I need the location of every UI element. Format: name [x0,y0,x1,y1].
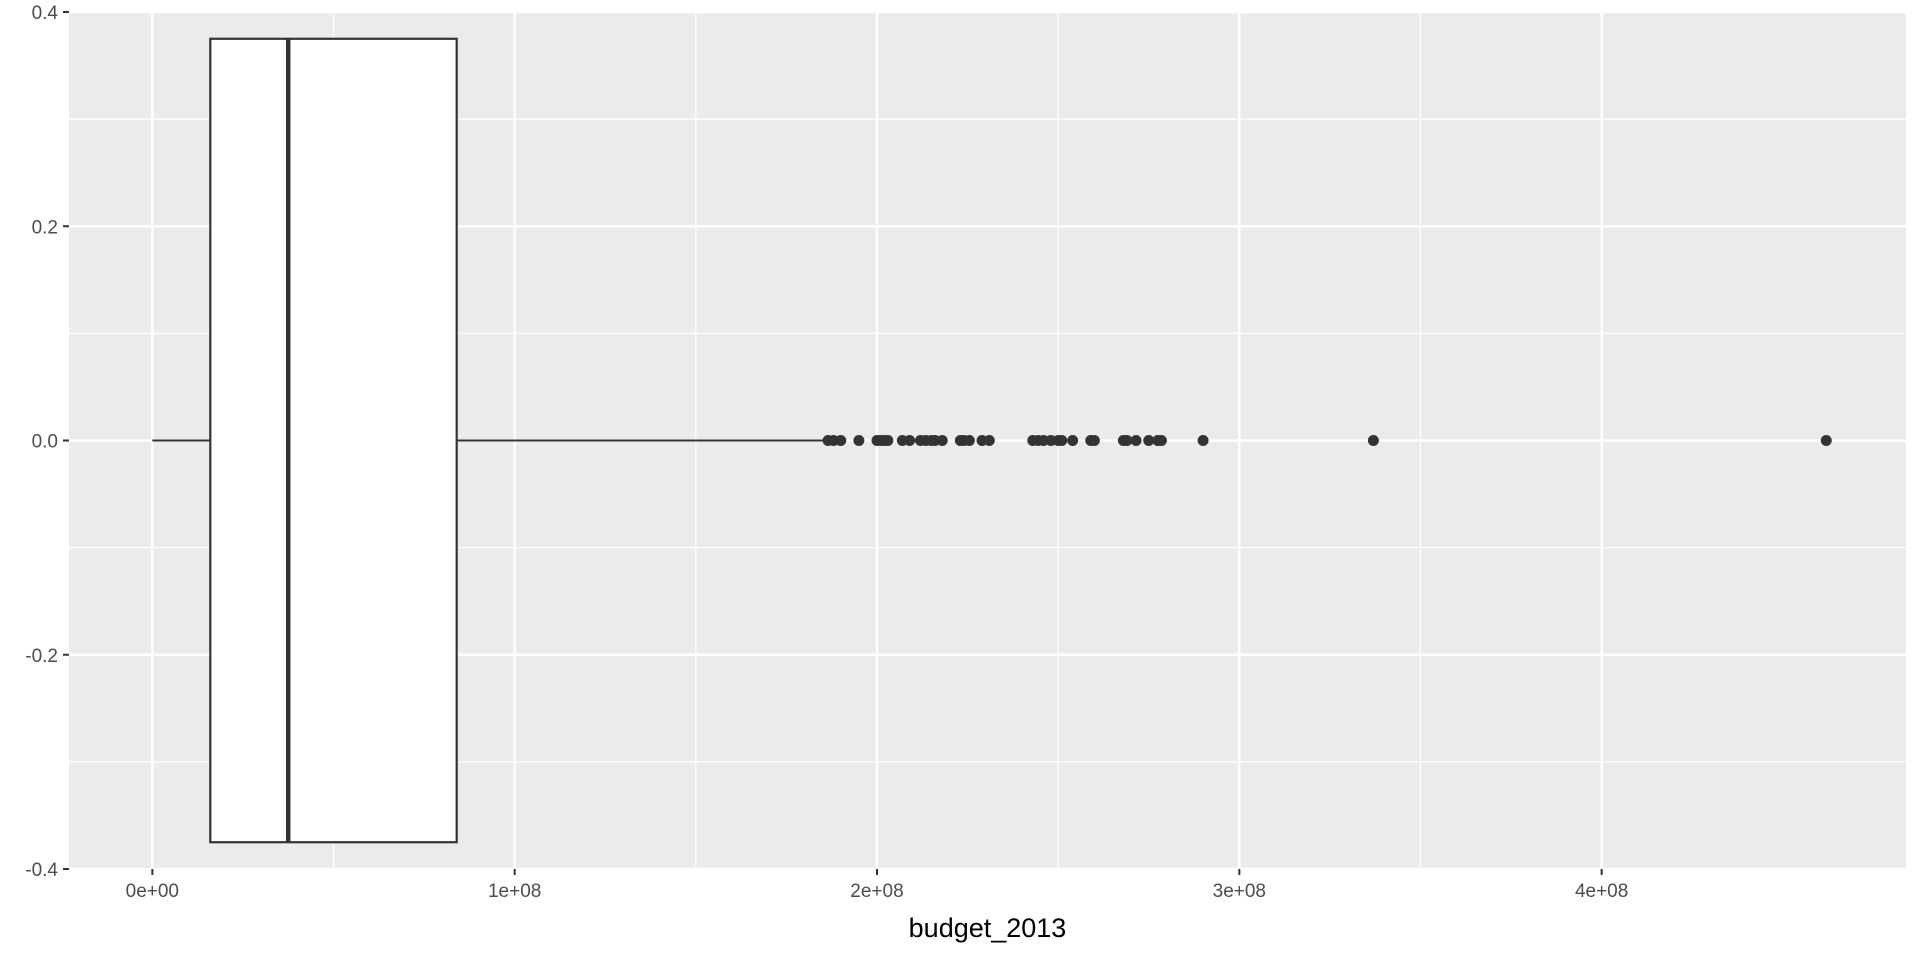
x-tick-label: 3e+08 [1213,881,1266,902]
x-tick-label: 1e+08 [488,881,541,902]
y-tick-label: 0.4 [32,3,59,24]
outlier-point [936,435,948,446]
x-axis: 0e+00 1e+08 2e+08 3e+08 4e+08 [126,869,1628,902]
x-tick-label: 2e+08 [850,881,903,902]
outlier-point [1155,435,1167,446]
y-tick-label: -0.4 [25,860,58,881]
x-tick-label: 0e+00 [126,881,179,902]
y-axis: 0.4 0.2 0.0 -0.2 -0.4 [25,3,69,881]
box-layer [152,37,827,844]
outlier-point [963,435,975,446]
outlier-point [1056,435,1068,446]
outlier-point [835,435,847,446]
outlier-point [853,435,865,446]
outlier-point [1820,435,1832,446]
outlier-point [983,435,995,446]
outlier-point [1367,435,1379,446]
outlier-points [822,435,1832,446]
outlier-point [1143,435,1155,446]
x-tick-label: 4e+08 [1575,881,1628,902]
outlier-point [904,435,916,446]
outlier-point [1130,435,1142,446]
outlier-point [882,435,894,446]
y-tick-label: 0.2 [32,217,58,238]
outlier-point [1197,435,1209,446]
y-tick-label: -0.2 [25,646,58,667]
interquartile-box [209,37,458,844]
y-tick-label: 0.0 [32,432,58,453]
x-axis-title: budget_2013 [909,913,1067,943]
outlier-point [1088,435,1100,446]
outlier-point [1067,435,1079,446]
outlier-point [1121,435,1133,446]
